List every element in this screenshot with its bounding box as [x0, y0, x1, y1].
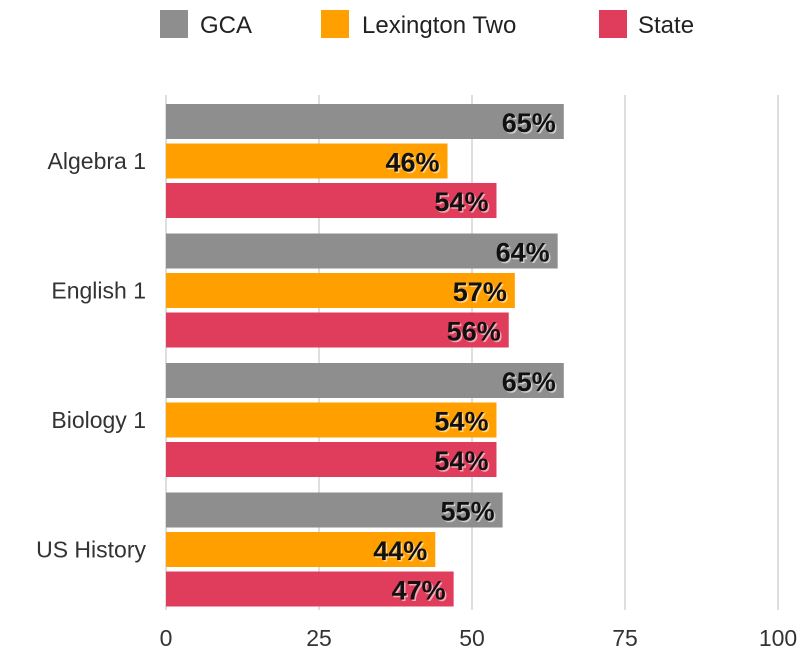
data-label-shadow: 55% — [442, 498, 496, 528]
data-label-shadow: 56% — [448, 318, 502, 348]
category-label: Algebra 1 — [48, 148, 146, 174]
data-label-shadow: 64% — [497, 239, 551, 269]
legend-swatch — [160, 10, 188, 38]
bar — [166, 143, 448, 179]
data-label-shadow: 44% — [375, 538, 429, 568]
legend-label: GCA — [200, 12, 252, 39]
category-labels: Algebra 1 English 1 Biology 1 US History — [36, 148, 146, 563]
bar — [166, 363, 564, 398]
bars: 65%65%46%46%54%54%64%64%57%57%56%56%65%6… — [166, 104, 564, 607]
data-label: 55% — [441, 497, 495, 527]
bar — [166, 312, 509, 348]
category-label: US History — [36, 537, 146, 563]
legend-swatch — [321, 10, 349, 38]
legend-label: Lexington Two — [362, 12, 516, 39]
data-label: 54% — [434, 446, 488, 476]
data-label: 65% — [502, 108, 556, 138]
bar — [166, 183, 497, 218]
category-label: English 1 — [51, 278, 146, 304]
x-tick-label: 75 — [612, 625, 638, 651]
bar — [166, 402, 497, 438]
data-label-shadow: 65% — [503, 369, 557, 399]
x-tick-label: 0 — [160, 625, 173, 651]
bar — [166, 532, 436, 567]
data-label-shadow: 46% — [387, 149, 441, 179]
x-tick-label: 25 — [306, 625, 332, 651]
legend-swatch — [599, 10, 627, 38]
bar — [166, 233, 558, 269]
data-label-shadow: 54% — [436, 448, 490, 478]
data-label-shadow: 65% — [503, 110, 557, 140]
x-tick-label: 50 — [459, 625, 485, 651]
legend-label: State — [638, 12, 694, 39]
bar — [166, 104, 564, 139]
data-label: 54% — [434, 187, 488, 217]
bar — [166, 492, 503, 528]
legend: GCA Lexington Two State — [160, 10, 694, 39]
data-label-shadow: 54% — [436, 189, 490, 219]
data-label: 65% — [502, 367, 556, 397]
data-label: 46% — [385, 148, 439, 178]
data-label: 47% — [392, 576, 446, 606]
data-label: 64% — [496, 238, 550, 268]
data-label: 56% — [447, 317, 501, 347]
data-label-shadow: 54% — [436, 408, 490, 438]
data-label-shadow: 57% — [454, 279, 508, 309]
bar — [166, 273, 515, 308]
data-label: 57% — [453, 277, 507, 307]
x-tick-label: 100 — [759, 625, 797, 651]
data-label: 44% — [373, 536, 427, 566]
data-label-shadow: 47% — [393, 577, 447, 607]
bar — [166, 571, 454, 607]
category-label: Biology 1 — [51, 407, 146, 433]
x-tick-labels: 0 25 50 75 100 — [160, 625, 798, 651]
bar — [166, 442, 497, 477]
data-label: 54% — [434, 407, 488, 437]
